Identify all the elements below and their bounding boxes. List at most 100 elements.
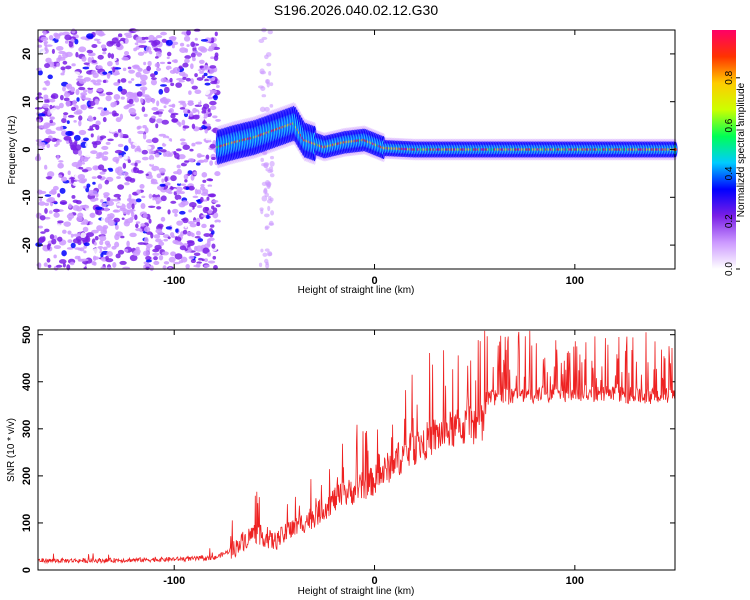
heatmap-speckle xyxy=(59,125,64,131)
heatmap-speckle xyxy=(175,148,182,152)
heatmap-speckle xyxy=(80,232,86,239)
heatmap-speckle xyxy=(167,61,172,65)
heatmap-speckle xyxy=(264,106,270,112)
heatmap-speckle xyxy=(196,52,202,58)
heatmap-speckle xyxy=(160,195,167,202)
heatmap-speckle xyxy=(145,46,152,53)
heatmap-speckle xyxy=(150,144,155,150)
heatmap-speckle xyxy=(149,265,154,272)
heatmap-speckle xyxy=(172,164,177,167)
heatmap-speckle xyxy=(60,72,65,76)
heatmap-speckle xyxy=(176,33,182,37)
heatmap-speckle xyxy=(88,81,94,89)
heatmap-speckle xyxy=(127,159,131,164)
heatmap-speckle xyxy=(141,88,146,95)
heatmap-speckle xyxy=(209,143,216,149)
heatmap-speckle xyxy=(54,224,62,227)
heatmap-speckle xyxy=(153,47,161,51)
heatmap-speckle xyxy=(211,205,215,210)
heatmap-speckle xyxy=(204,82,211,86)
heatmap-speckle xyxy=(174,253,183,260)
heatmap-speckle xyxy=(176,127,181,134)
heatmap-speckle xyxy=(43,94,49,100)
heatmap-speckle xyxy=(160,77,167,83)
heatmap-speckle xyxy=(93,241,97,246)
heatmap-speckle xyxy=(171,44,175,49)
heatmap-speckle xyxy=(135,228,143,232)
heatmap-speckle xyxy=(70,233,74,238)
heatmap-speckle xyxy=(123,99,128,105)
heatmap-speckle xyxy=(269,197,274,202)
heatmap-speckle xyxy=(71,28,76,34)
heatmap-speckle xyxy=(122,162,127,169)
heatmap-speckle xyxy=(114,241,120,248)
heatmap-speckle xyxy=(263,187,268,194)
heatmap-speckle xyxy=(84,142,90,148)
colorbar-tick-label: 0.8 xyxy=(724,70,735,84)
heatmap-speckle xyxy=(100,44,107,49)
heatmap-speckle xyxy=(168,107,174,114)
heatmap-speckle xyxy=(37,186,46,190)
heatmap-speckle xyxy=(92,248,101,254)
heatmap-speckle xyxy=(76,216,83,222)
heatmap-speckle xyxy=(91,176,97,179)
snr-ticks: -100 0 100 0 100 200 300 400 500 xyxy=(21,326,675,587)
heatmap-speckle xyxy=(41,124,49,130)
heatmap-speckle xyxy=(145,173,149,177)
heatmap-speckle xyxy=(182,62,189,68)
heatmap-speckle xyxy=(51,48,55,54)
heatmap-speckle xyxy=(258,38,265,43)
heatmap-speckle xyxy=(197,238,204,242)
heatmap-speckle xyxy=(117,143,124,148)
heatmap-speckle xyxy=(163,238,169,242)
heatmap-speckle xyxy=(214,219,221,223)
heatmap-speckle xyxy=(83,62,90,65)
heatmap-speckle xyxy=(126,62,134,67)
heatmap-speckle xyxy=(194,235,201,239)
heatmap-speckle xyxy=(61,118,67,124)
heatmap-speckle xyxy=(134,214,138,221)
heatmap-speckle xyxy=(136,189,142,194)
heatmap-speckle xyxy=(35,242,43,247)
heatmap-speckle xyxy=(53,245,62,250)
heatmap-speckle xyxy=(164,182,171,186)
heatmap-speckle xyxy=(178,80,185,83)
heatmap-speckle xyxy=(120,235,125,239)
heatmap-speckle xyxy=(56,139,62,143)
heatmap-speckle xyxy=(36,154,41,161)
heatmap-speckle xyxy=(160,216,166,222)
heatmap-speckle xyxy=(152,111,160,115)
heatmap-speckle xyxy=(204,258,209,263)
heatmap-xtick-label: 0 xyxy=(371,275,377,287)
heatmap-speckle xyxy=(177,199,182,204)
heatmap-speckle xyxy=(166,51,172,57)
heatmap-speckle xyxy=(178,122,182,127)
heatmap-speckle xyxy=(202,188,209,195)
heatmap-speckle xyxy=(49,119,54,124)
heatmap-speckle xyxy=(117,166,123,171)
heatmap-speckle xyxy=(66,120,70,125)
heatmap-speckle xyxy=(190,78,195,85)
heatmap-speckle xyxy=(209,89,217,94)
heatmap-speckle xyxy=(47,111,51,116)
heatmap-speckle xyxy=(135,83,142,87)
heatmap-speckle xyxy=(116,205,120,209)
heatmap-speckle xyxy=(73,134,81,141)
heatmap-speckle xyxy=(65,130,73,137)
heatmap-speckle xyxy=(90,150,98,155)
heatmap-speckle xyxy=(85,251,91,255)
heatmap-speckle xyxy=(196,98,201,103)
heatmap-speckle xyxy=(210,56,215,60)
snr-ytick-label: 500 xyxy=(21,326,33,344)
heatmap-speckle xyxy=(155,201,160,205)
heatmap-speckle xyxy=(56,62,60,67)
heatmap-speckle xyxy=(59,94,64,101)
heatmap-speckle xyxy=(176,168,182,175)
heatmap-speckle xyxy=(109,198,114,202)
heatmap-speckle xyxy=(174,186,183,192)
heatmap-speckle xyxy=(148,154,155,161)
heatmap-speckle xyxy=(209,193,217,198)
heatmap-speckle xyxy=(205,154,210,160)
heatmap-speckle xyxy=(44,164,48,170)
heatmap-speckle xyxy=(80,105,85,110)
